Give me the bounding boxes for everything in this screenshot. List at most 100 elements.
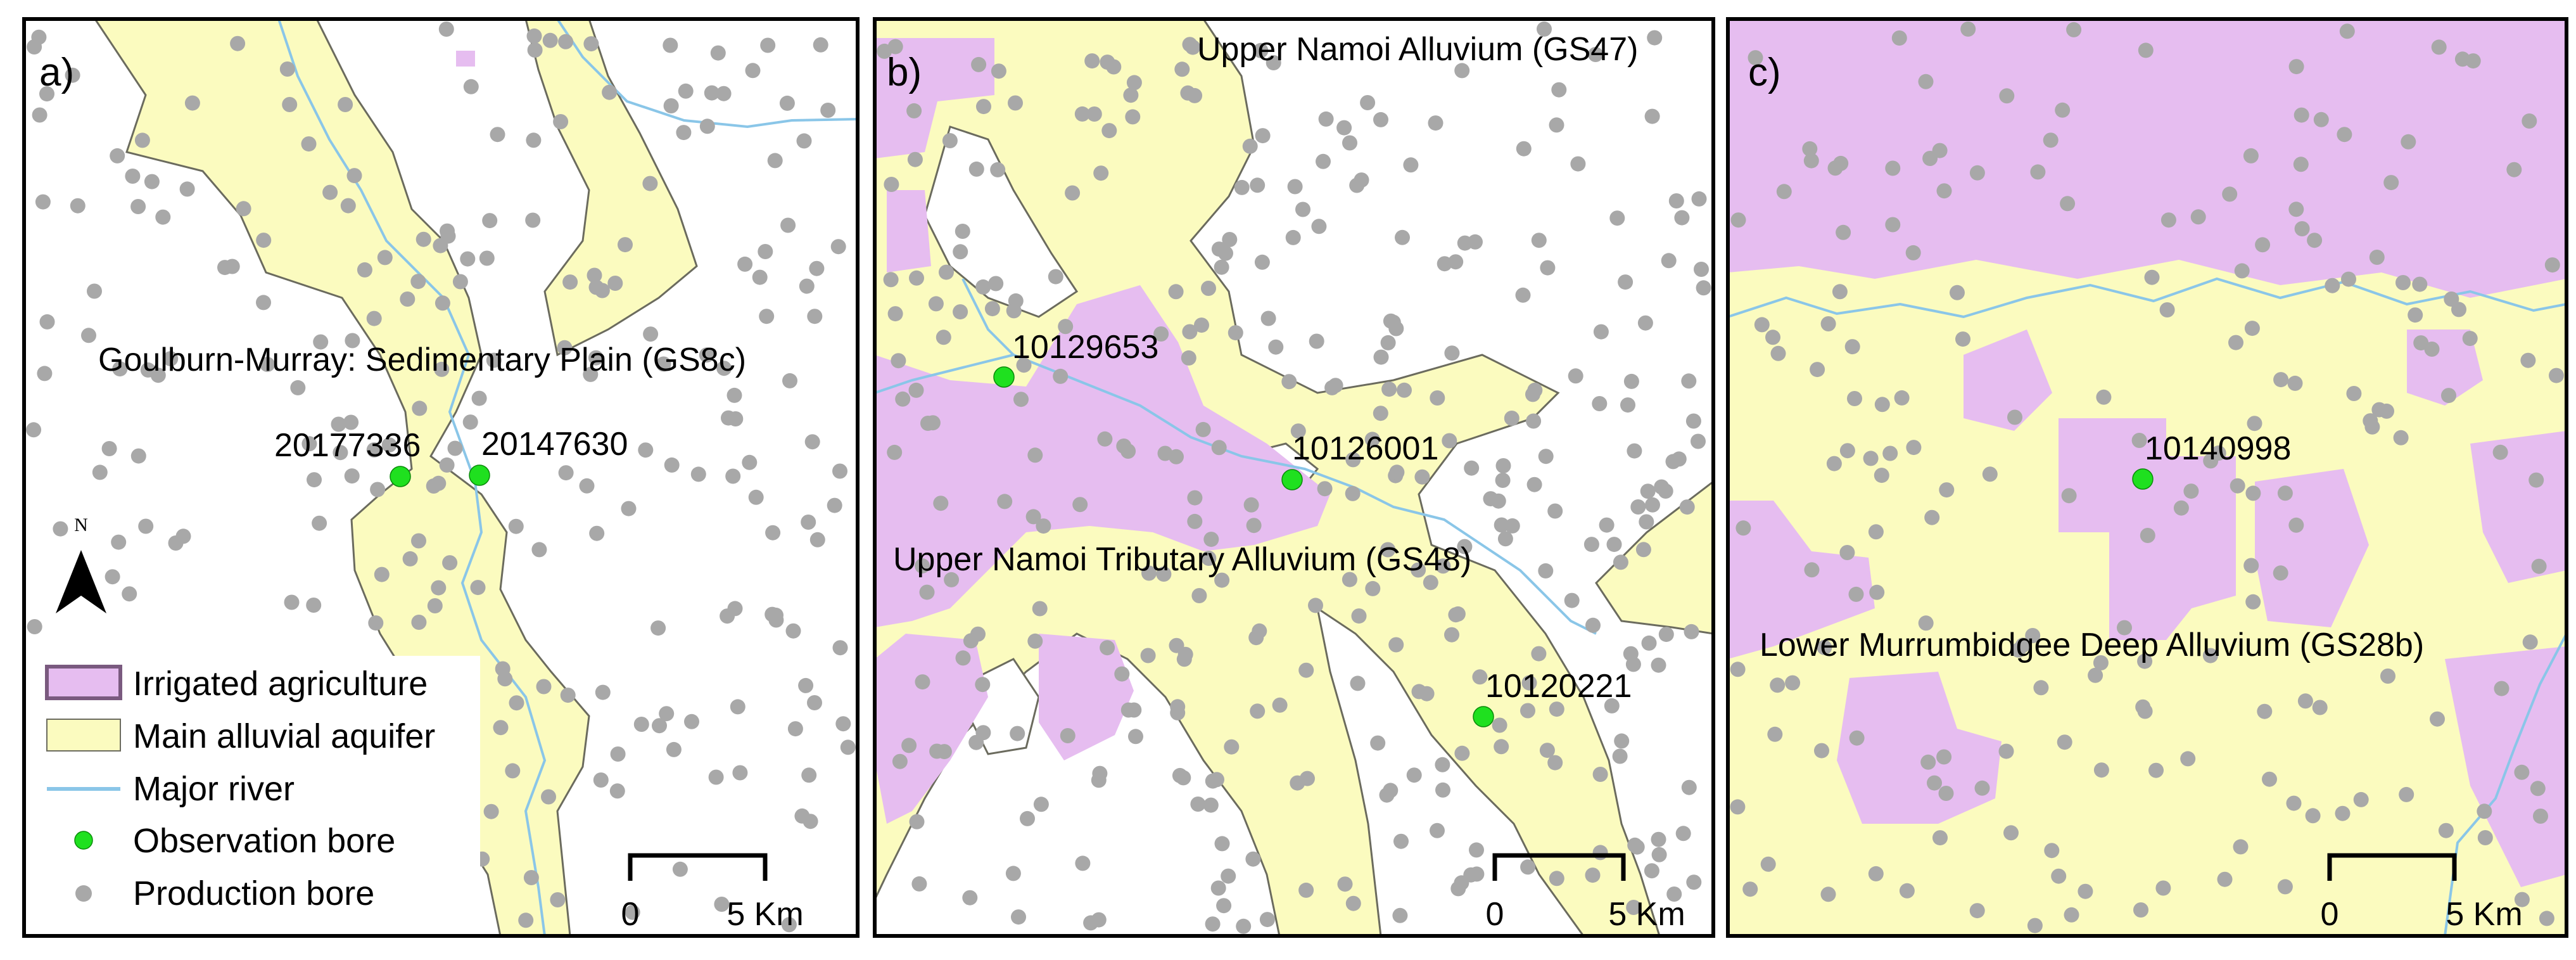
production-bore-dot [1176,651,1192,667]
legend-aquifer-label: Main alluvial aquifer [133,717,435,755]
production-bore-dot [2312,700,2328,715]
production-bore-dot [1266,55,1281,70]
panel-a-river-east [556,19,858,129]
production-bore-dot [1016,357,1032,373]
production-bore-dot [1564,592,1580,608]
production-bore-dot [1515,287,1531,303]
production-bore-dot [1525,387,1540,402]
production-bore-dot [1885,160,1901,176]
production-bore-dot [490,127,505,143]
production-bore-dot [338,97,353,112]
production-bore-dot [1742,881,1758,897]
legend-production-dot [75,885,92,902]
production-bore-dot [138,518,154,534]
production-bore-dot [1814,743,1829,758]
production-bore-dot [714,897,730,912]
production-bore-dot [1640,483,1656,499]
production-bore-dot [1932,143,1948,158]
production-bore-dot [1549,871,1564,886]
production-bore-dot [1397,382,1412,398]
production-bore-dot [1847,391,1862,406]
production-bore-dot [911,876,927,892]
production-bore-dot [1614,733,1630,749]
production-bore-dot [2383,175,2399,191]
production-bore-dot [1674,210,1690,226]
panel-a-scale-end: 5 Km [726,896,803,933]
production-bore-dot [1172,767,1188,783]
production-bore-dot [725,468,741,484]
production-bore-dot [976,99,991,115]
production-bore-dot [1918,74,1934,89]
production-bore-dot [1612,748,1628,764]
production-bore-dot [1955,331,1970,347]
production-bore-dot [1785,675,1801,691]
production-bore-dot [462,414,478,430]
production-bore-dot [163,351,179,367]
production-bore-dot [1549,117,1564,133]
production-bore-dot [1817,639,1832,655]
production-bore-dot [1008,95,1023,111]
production-bore-dot [27,619,42,634]
production-bore-dot [439,457,455,473]
production-bore-dot [1730,662,1746,677]
production-bore-dot [892,753,908,769]
production-bore-dot [312,515,327,531]
production-bore-dot [1005,866,1021,881]
production-bore-dot [1093,165,1109,181]
production-bore-dot [1686,874,1702,890]
panel-b-scale-end: 5 Km [1608,896,1685,933]
production-bore-dot [1735,520,1751,536]
production-bore-dot [536,679,552,694]
production-bore-dot [1221,868,1236,884]
production-bore-dot [1259,912,1275,928]
production-bore-dot [1246,518,1262,534]
production-bore-dot [1350,675,1366,691]
production-bore-dot [1268,339,1284,355]
production-bore-dot [820,103,836,118]
production-bore-dot [625,904,640,920]
production-bore-dot [2007,409,2022,425]
production-bore-dot [184,95,200,111]
panel-a-aquifer-label: Goulburn-Murray: Sedimentary Plain (GS8c… [98,342,746,378]
production-bore-dot [953,304,968,320]
production-bore-dot [434,361,450,377]
panel-b-irrigated-4 [1039,634,1134,760]
production-bore-dot [1254,254,1270,270]
production-bore-dot [2451,302,2466,317]
production-bore-dot [1032,601,1048,617]
production-bore-dot [1250,177,1266,193]
production-bore-dot [643,326,659,342]
production-bore-dot [2117,620,2132,636]
production-bore-dot [1442,433,1457,449]
production-bore-dot [835,716,851,732]
production-bore-dot [1211,440,1227,456]
production-bore-dot [357,262,372,278]
production-bore-dot [2531,558,2547,574]
production-bore-dot [1290,775,1305,791]
panel-c-letter: c) [1748,51,1781,94]
production-bore-dot [1411,562,1426,578]
production-bore-dot [1010,726,1025,741]
production-bore-dot [1006,303,1022,319]
production-bore-dot [526,132,542,148]
production-bore-dot [2477,803,2492,819]
production-bore-dot [1684,624,1699,639]
panel-a-aquifer-east [524,19,698,357]
production-bore-dot [807,309,823,324]
production-bore-dot [381,437,397,453]
panel-c-bore-1-dot [2132,468,2154,490]
production-bore-dot [1201,281,1216,296]
production-bore-dot [2506,162,2522,177]
production-bore-dot [2203,453,2219,469]
production-bore-dot [1661,253,1677,269]
production-bore-dot [1281,374,1297,390]
production-bore-dot [638,442,654,458]
production-bore-dot [527,42,543,58]
panel-c-irrigated-north [1728,19,2566,298]
production-bore-dot [1495,473,1511,488]
production-bore-dot [1210,880,1226,896]
panel-a-letter: a) [39,51,74,94]
production-bore-dot [1364,432,1380,447]
production-bore-dot [726,387,742,403]
production-bore-dot [908,382,924,398]
